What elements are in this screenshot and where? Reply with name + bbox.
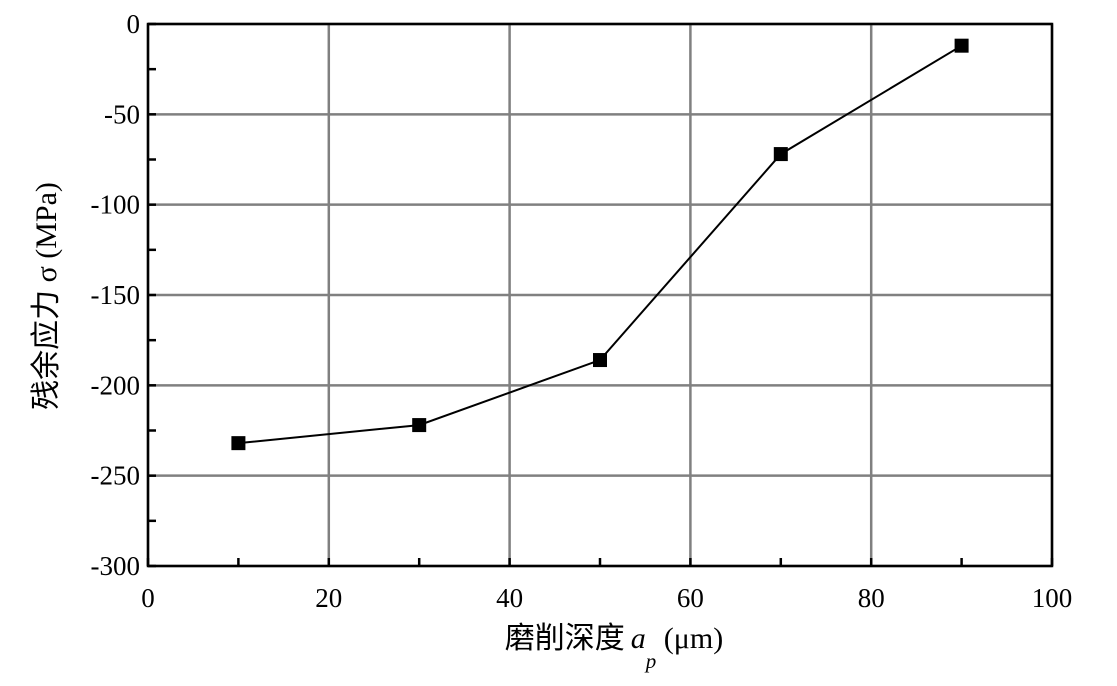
x-axis-label: 磨削深度 ap (μm) <box>505 622 723 673</box>
x-tick-label: 20 <box>315 583 342 613</box>
y-tick-label: -250 <box>91 461 141 491</box>
x-axis-label-text: 磨削深度 <box>505 622 625 655</box>
x-tick-label: 100 <box>1032 583 1073 613</box>
x-tick-label: 40 <box>496 583 523 613</box>
y-tick-label: -50 <box>104 99 140 129</box>
y-tick-label: -200 <box>91 370 141 400</box>
series-line <box>238 44 963 445</box>
y-tick-label: -100 <box>91 190 141 220</box>
tick-marks <box>146 22 1054 568</box>
x-tick-label: 60 <box>677 583 704 613</box>
y-tick-label: 0 <box>127 9 141 39</box>
data-point <box>773 147 788 162</box>
y-tick-label: -150 <box>91 280 141 310</box>
x-tick-label: 80 <box>858 583 885 613</box>
series-layer <box>231 38 969 451</box>
x-axis-label-symbol: a <box>631 622 646 655</box>
y-axis-label: 残余应力 σ (MPa) <box>30 182 63 410</box>
x-axis-label-subscript: p <box>644 649 657 673</box>
x-tick-label: 0 <box>141 583 155 613</box>
y-tick-label: -300 <box>91 551 141 581</box>
data-point <box>954 38 969 53</box>
data-point <box>231 436 246 451</box>
grid <box>146 22 1054 568</box>
data-point <box>593 353 607 368</box>
x-axis-label-unit: (μm) <box>656 622 723 655</box>
data-point <box>412 418 427 433</box>
